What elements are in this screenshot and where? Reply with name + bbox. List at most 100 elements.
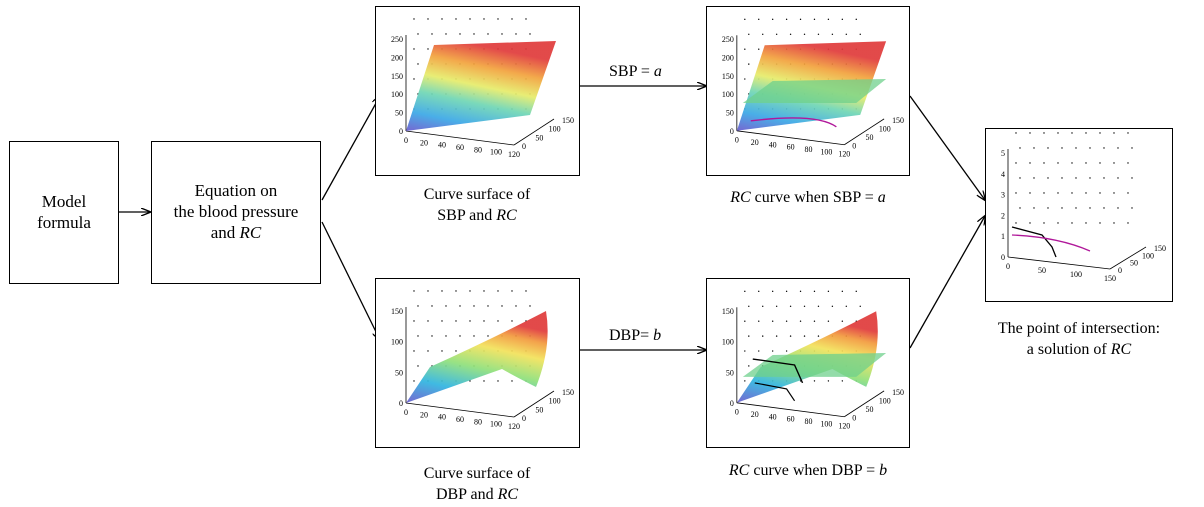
rc-curve-on-plane <box>752 358 804 384</box>
x-tick-label: 100 <box>820 419 832 428</box>
grid-dot <box>758 48 760 50</box>
grid-dot <box>789 33 792 35</box>
sbp-curve-caption: RC curve when SBP = a <box>730 189 886 206</box>
grid-dot <box>799 290 802 293</box>
grid-dot <box>1029 162 1031 164</box>
rainbow-surface <box>406 41 556 131</box>
grid-dot <box>1043 162 1045 164</box>
grid-dot <box>817 305 820 307</box>
depth-tick-label: 50 <box>535 133 543 142</box>
grid-dot <box>427 290 429 292</box>
z-tick-label: 0 <box>399 399 403 408</box>
dbp-curve-caption: RC curve when DBP = b <box>728 462 888 479</box>
x-tick-label: 0 <box>404 408 408 417</box>
grid-dot <box>1057 192 1059 194</box>
grid-dot <box>427 48 429 50</box>
grid-dot <box>748 335 750 337</box>
grid-dot <box>827 320 830 322</box>
x-tick-label: 60 <box>787 415 795 424</box>
depth-tick-label: 150 <box>562 116 574 125</box>
grid-dot <box>473 335 475 337</box>
grid-dot <box>803 305 806 307</box>
grid-dot <box>525 290 527 292</box>
x-tick-label: 120 <box>508 422 520 431</box>
grid-dot <box>469 380 471 382</box>
rainbow-surface <box>406 311 548 403</box>
grid-dot <box>445 33 447 35</box>
grid-dot <box>789 335 792 337</box>
grid-dot <box>511 320 513 322</box>
grid-dot <box>744 350 746 352</box>
grid-dot <box>845 305 848 307</box>
grid-dot <box>501 33 503 35</box>
grid-dot <box>762 305 764 307</box>
z-tick-label: 150 <box>391 72 403 81</box>
grid-dot <box>1071 132 1073 134</box>
grid-dot <box>473 33 475 35</box>
grid-dot <box>455 320 457 322</box>
grid-dot <box>455 290 457 292</box>
z-tick-label: 100 <box>391 338 403 347</box>
model-formula-label: Model formula <box>37 192 91 232</box>
grid-dot <box>1099 132 1101 134</box>
grid-dot <box>473 305 475 307</box>
y-axis <box>844 390 885 418</box>
grid-dot <box>762 33 764 35</box>
grid-dot <box>748 63 750 65</box>
sbp-rc-curve <box>1011 234 1091 252</box>
grid-dot <box>427 350 429 352</box>
depth-tick-label: 100 <box>1142 251 1154 260</box>
grid-dot <box>1089 177 1091 179</box>
grid-dot <box>1071 222 1073 224</box>
grid-dot <box>1085 222 1087 224</box>
grid-dot <box>1047 147 1049 149</box>
grid-dot <box>455 18 457 20</box>
grid-dot <box>511 290 513 292</box>
grid-dot <box>413 380 415 382</box>
grid-dot <box>1043 192 1045 194</box>
x-tick-label: 60 <box>787 143 795 152</box>
grid-dot <box>803 33 806 35</box>
grid-dot <box>487 335 489 337</box>
grid-dot <box>1099 192 1101 194</box>
grid-dot <box>1113 192 1115 194</box>
grid-dot <box>758 18 760 21</box>
depth-tick-label: 50 <box>866 405 874 414</box>
grid-dot <box>1057 162 1059 164</box>
x-axis <box>1007 256 1111 270</box>
y-axis <box>1109 246 1147 270</box>
depth-tick-label: 150 <box>892 388 904 397</box>
z-tick-label: 0 <box>730 127 734 136</box>
z-tick-label: 100 <box>391 90 403 99</box>
depth-tick-label: 0 <box>522 142 526 151</box>
x-tick-label: 80 <box>474 417 482 426</box>
x-tick-label: 120 <box>508 150 520 159</box>
x-tick-label: 20 <box>420 410 428 419</box>
grid-dot <box>789 305 792 307</box>
depth-tick-label: 150 <box>892 116 904 125</box>
grid-dot <box>1029 222 1031 224</box>
equation-label: Equation on the blood pressure and RC <box>173 181 299 242</box>
x-tick-label: 20 <box>420 138 428 147</box>
intersection-caption: The point of intersection: a solution of… <box>997 320 1161 358</box>
grid-dot <box>1131 177 1133 179</box>
x-tick-label: 40 <box>438 141 446 150</box>
grid-dot <box>1117 207 1119 209</box>
z-tick-label: 1 <box>1001 232 1005 241</box>
grid-dot <box>417 335 419 337</box>
x-tick-label: 0 <box>735 408 739 417</box>
grid-dot <box>1015 192 1017 194</box>
x-axis <box>736 402 845 418</box>
grid-dot <box>1029 132 1031 134</box>
grid-dot <box>1071 162 1073 164</box>
grid-dot <box>469 18 471 20</box>
grid-dot <box>501 305 503 307</box>
grid-dot <box>775 33 778 35</box>
grid-dot <box>413 320 415 322</box>
grid-dot <box>785 320 788 322</box>
z-tick-label: 0 <box>730 399 734 408</box>
grid-dot <box>762 335 764 337</box>
grid-dot <box>758 350 760 352</box>
